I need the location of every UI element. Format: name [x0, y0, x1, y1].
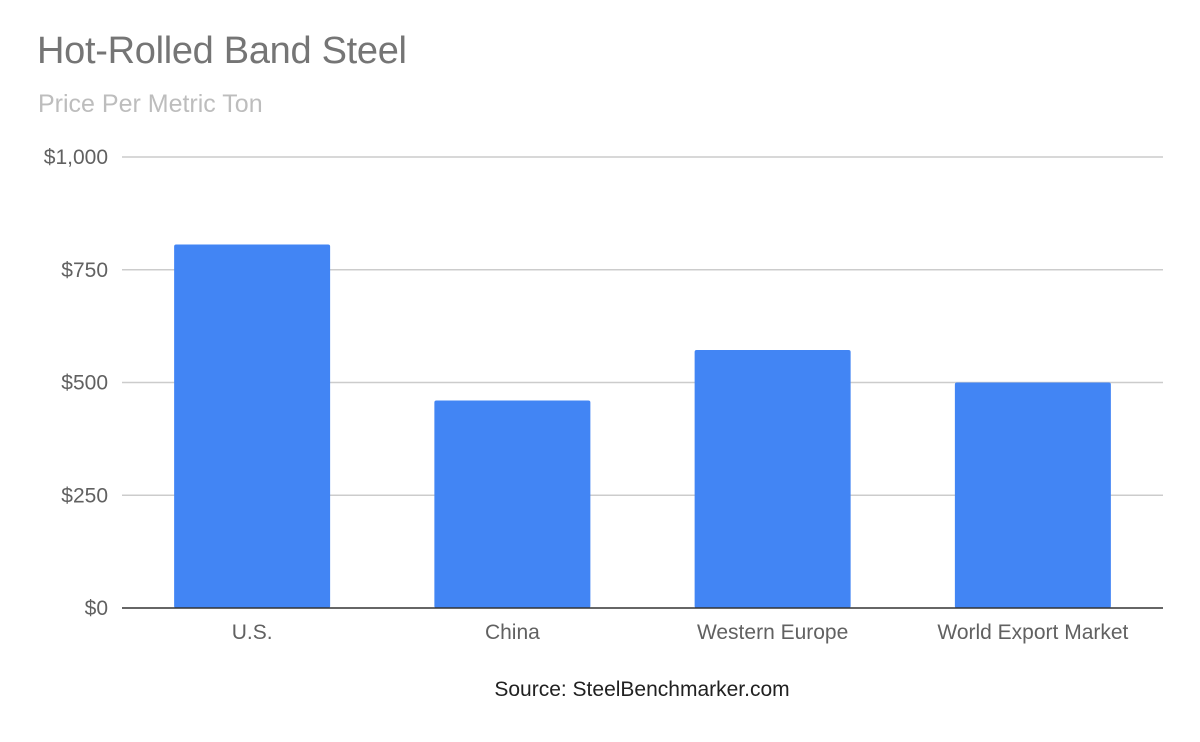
- bar: [694, 350, 851, 608]
- y-tick-label: $1,000: [44, 146, 108, 169]
- bar: [954, 382, 1111, 608]
- y-tick-label: $250: [61, 484, 108, 507]
- y-axis-ticks: $0 $250 $500 $750 $1,000: [44, 146, 108, 620]
- bars: [174, 244, 1111, 608]
- y-tick-label: $750: [61, 259, 108, 282]
- x-tick-label: U.S.: [232, 621, 273, 644]
- chart-title: Hot-Rolled Band Steel: [37, 30, 407, 72]
- source-note: Source: SteelBenchmarker.com: [494, 678, 790, 701]
- y-tick-label: $0: [85, 597, 108, 620]
- x-tick-label: China: [485, 621, 540, 644]
- bar: [434, 400, 591, 608]
- x-axis-labels: U.S. China Western Europe World Export Mark…: [232, 621, 1129, 644]
- bar: [174, 244, 331, 608]
- chart-subtitle: Price Per Metric Ton: [38, 90, 263, 118]
- x-tick-label: Western Europe: [697, 621, 848, 644]
- y-tick-label: $500: [61, 372, 108, 395]
- x-tick-label: World Export Market: [937, 621, 1128, 644]
